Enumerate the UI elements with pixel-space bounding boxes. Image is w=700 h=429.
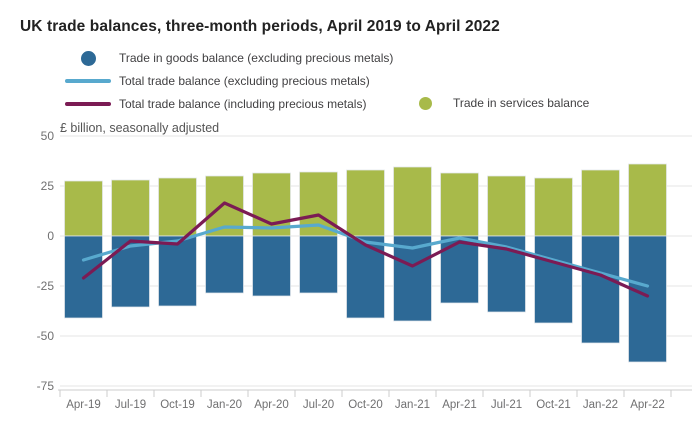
bar-segment <box>581 235 620 344</box>
bar-segment <box>628 163 667 237</box>
legend: Trade in goods balance (excluding precio… <box>0 0 700 130</box>
legend-label-total-incl: Total trade balance (including precious … <box>119 97 367 111</box>
bar-segment <box>299 235 338 294</box>
legend-item-total-excl: Total trade balance (excluding precious … <box>64 73 370 89</box>
bar-segment <box>534 177 573 237</box>
svg-text:Apr-20: Apr-20 <box>254 399 289 411</box>
legend-label-goods-balance: Trade in goods balance (excluding precio… <box>119 51 394 65</box>
svg-text:-25: -25 <box>37 279 55 293</box>
svg-text:Jan-20: Jan-20 <box>207 399 242 411</box>
bar-segment <box>111 179 150 237</box>
services-bars <box>64 163 667 237</box>
legend-label-services-balance: Trade in services balance <box>453 96 590 110</box>
legend-label-total-excl: Total trade balance (excluding precious … <box>119 74 370 88</box>
bar-segment <box>440 172 479 237</box>
bar-segment <box>393 166 432 237</box>
svg-text:50: 50 <box>41 129 55 143</box>
bar-segment <box>158 177 197 237</box>
series-line <box>81 223 650 288</box>
bar-segment <box>440 235 479 304</box>
svg-text:Apr-19: Apr-19 <box>66 399 101 411</box>
svg-text:Apr-22: Apr-22 <box>630 399 665 411</box>
svg-text:Jan-21: Jan-21 <box>395 399 430 411</box>
svg-text:Apr-21: Apr-21 <box>442 399 477 411</box>
services-balance-dot-icon <box>412 96 438 110</box>
svg-text:-50: -50 <box>37 329 55 343</box>
svg-text:0: 0 <box>47 229 54 243</box>
bar-segment <box>628 235 667 363</box>
y-axis-labels: 50 25 0 -25 -50 -75 <box>37 129 55 393</box>
chart-subtitle: £ billion, seasonally adjusted <box>60 121 220 135</box>
bar-segment <box>581 169 620 237</box>
total-excl-line <box>81 223 650 288</box>
page-title: UK trade balances, three-month periods, … <box>20 18 500 36</box>
series-line <box>81 201 650 298</box>
bar-segment <box>111 235 150 308</box>
svg-text:Jul-21: Jul-21 <box>491 399 522 411</box>
bar-segment <box>346 235 385 319</box>
svg-text:25: 25 <box>41 179 55 193</box>
bar-segment <box>487 175 526 237</box>
bar-segment <box>64 180 103 237</box>
legend-item-services-balance: Trade in services balance <box>412 95 589 111</box>
bar-segment <box>205 235 244 294</box>
total-incl-line <box>81 201 650 298</box>
x-axis-labels: Apr-19 Jul-19 Oct-19 Jan-20 Apr-20 Jul-20 Oct-… <box>66 399 665 411</box>
svg-text:Oct-19: Oct-19 <box>160 399 195 411</box>
goods-balance-dot-icon <box>64 50 112 66</box>
svg-text:-75: -75 <box>37 379 55 393</box>
svg-text:Oct-20: Oct-20 <box>348 399 383 411</box>
goods-bars <box>64 235 667 363</box>
bar-segment <box>393 235 432 322</box>
total-excl-line-icon <box>64 79 112 83</box>
bar-segment <box>252 235 291 297</box>
legend-item-goods-balance: Trade in goods balance (excluding precio… <box>64 50 393 66</box>
total-incl-line-icon <box>64 102 112 106</box>
legend-item-total-incl: Total trade balance (including precious … <box>64 96 366 112</box>
x-axis <box>58 389 692 397</box>
bar-segment <box>158 235 197 307</box>
bar-segment <box>346 169 385 237</box>
bar-segment <box>534 235 573 324</box>
svg-text:Oct-21: Oct-21 <box>536 399 571 411</box>
svg-text:Jul-19: Jul-19 <box>115 399 146 411</box>
svg-text:Jan-22: Jan-22 <box>583 399 618 411</box>
svg-text:Jul-20: Jul-20 <box>303 399 334 411</box>
